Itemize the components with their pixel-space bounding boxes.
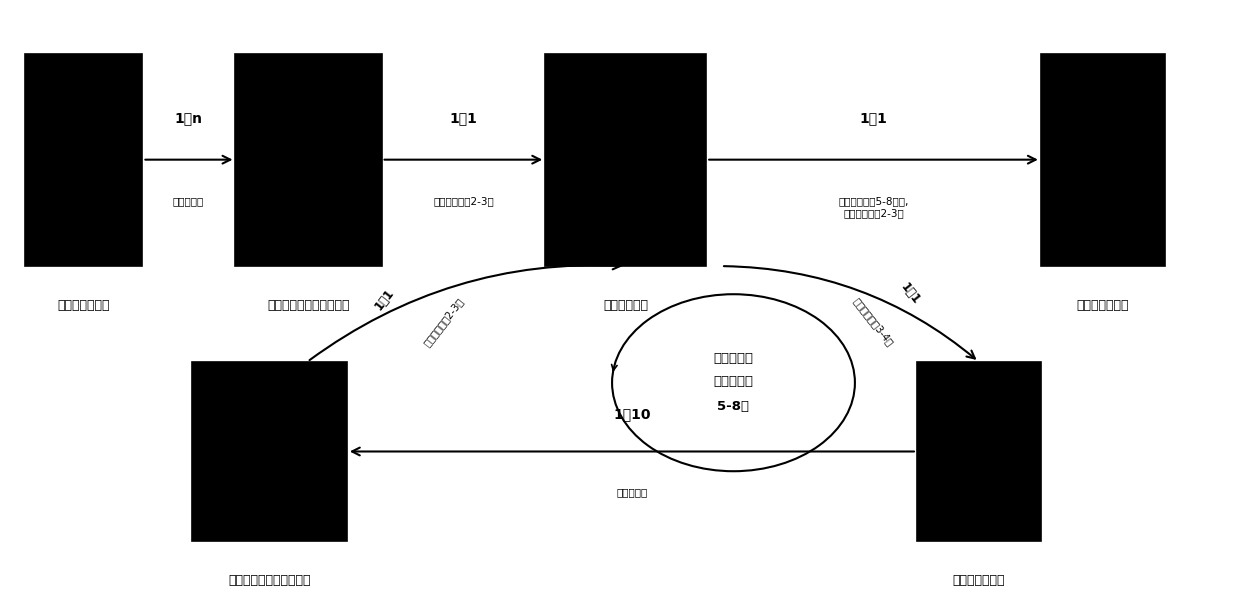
Text: 甘薯脱毒原种苗: 甘薯脱毒原种苗 (1077, 299, 1129, 312)
FancyBboxPatch shape (1041, 54, 1165, 266)
Text: 1：1: 1：1 (860, 112, 887, 126)
Text: 1：1: 1：1 (372, 286, 396, 312)
Text: 1：n: 1：n (175, 112, 202, 126)
Text: 甘薯脱毒组培苗源外植体: 甘薯脱毒组培苗源外植体 (268, 299, 349, 312)
Text: 1：1: 1：1 (450, 112, 477, 126)
Text: 苗继代繁育: 苗继代繁育 (714, 375, 753, 388)
Text: 剪切单茎节: 剪切单茎节 (616, 487, 648, 498)
Text: 甘薯脱毒继代苗: 甘薯脱毒继代苗 (953, 574, 1005, 587)
Text: 水培生根培养2-3天: 水培生根培养2-3天 (432, 196, 494, 206)
Text: 甘薯脱毒幼: 甘薯脱毒幼 (714, 352, 753, 365)
Text: 甘薯脱毒幼苗: 甘薯脱毒幼苗 (603, 299, 648, 312)
Text: 甘薯脱毒继代苗源外植体: 甘薯脱毒继代苗源外植体 (229, 574, 311, 587)
FancyBboxPatch shape (192, 362, 347, 541)
Text: 继代繁育循环5-8次后,
水培成苗培养2-3周: 继代繁育循环5-8次后, 水培成苗培养2-3周 (839, 196, 908, 218)
Text: 1：10: 1：10 (613, 408, 650, 422)
Text: 5-8次: 5-8次 (717, 400, 750, 413)
Text: 1：1: 1：1 (898, 281, 923, 307)
FancyBboxPatch shape (25, 54, 142, 266)
Text: 甘薯组培脱毒苗: 甘薯组培脱毒苗 (57, 299, 110, 312)
Text: 剪切单茎节: 剪切单茎节 (172, 196, 204, 206)
FancyBboxPatch shape (917, 362, 1041, 541)
FancyBboxPatch shape (545, 54, 706, 266)
Text: 水培成苗培养3-4周: 水培成苗培养3-4周 (851, 296, 896, 347)
Text: 水培生根培养2-3天: 水培生根培养2-3天 (421, 295, 466, 348)
FancyBboxPatch shape (235, 54, 382, 266)
